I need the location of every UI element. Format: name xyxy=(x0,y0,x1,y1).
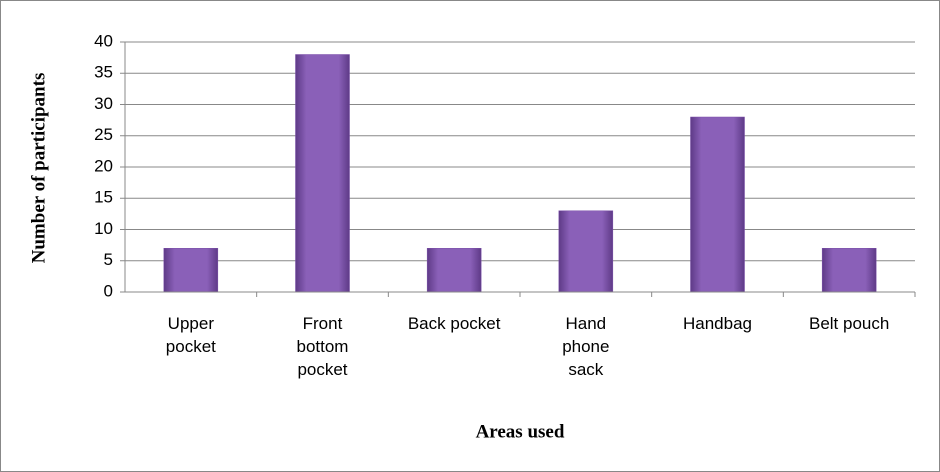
y-axis-title: Number of participants xyxy=(28,73,49,264)
x-tick-label-box: Belt pouch xyxy=(808,314,890,333)
x-tick-label: Hand phone sack xyxy=(562,314,610,379)
bar xyxy=(558,210,614,293)
y-tick-label: 40 xyxy=(94,31,113,50)
bar xyxy=(426,248,482,293)
x-tick-label: Back pocket xyxy=(407,314,501,333)
x-tick-label-box: Hand phone sack xyxy=(562,314,610,379)
x-tick-label-box: Upper pocket xyxy=(165,314,216,356)
x-axis-title: Areas used xyxy=(476,421,565,442)
bar xyxy=(690,116,745,293)
x-tick-label: Handbag xyxy=(682,314,752,333)
y-tick-label: 30 xyxy=(94,94,113,113)
x-tick-label: Belt pouch xyxy=(808,314,890,333)
y-tick-label: 0 xyxy=(104,281,113,300)
bar xyxy=(163,248,219,293)
x-tick-label-box: Handbag xyxy=(682,314,752,333)
y-tick-label: 5 xyxy=(104,250,113,269)
y-tick-label: 15 xyxy=(94,188,113,207)
y-tick-label: 35 xyxy=(94,63,113,82)
x-tick-label-box: Back pocket xyxy=(407,314,501,333)
bar xyxy=(821,248,877,293)
y-tick-label: 10 xyxy=(94,219,113,238)
y-tick-label: 25 xyxy=(94,125,113,144)
x-tick-label: Upper pocket xyxy=(165,314,216,356)
bar xyxy=(295,54,350,293)
x-tick-label-box: Front bottom pocket xyxy=(296,314,349,379)
x-tick-label: Front bottom pocket xyxy=(296,314,349,379)
y-tick-label: 20 xyxy=(94,156,113,175)
